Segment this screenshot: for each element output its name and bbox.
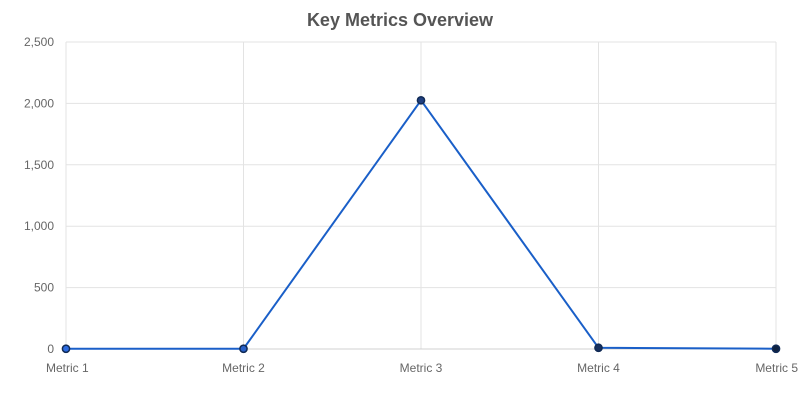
x-tick-label: Metric 3	[400, 361, 443, 375]
y-tick-label: 2,000	[24, 96, 54, 110]
x-tick-label: Metric 5	[755, 361, 798, 375]
data-point	[594, 343, 603, 353]
y-tick-label: 1,000	[24, 219, 54, 233]
data-points	[61, 95, 781, 354]
y-tick-label: 500	[34, 281, 54, 295]
x-tick-label: Metric 1	[46, 361, 89, 375]
x-tick-label: Metric 2	[222, 361, 265, 375]
data-point	[416, 95, 426, 105]
grid-lines	[65, 41, 777, 349]
y-tick-label: 0	[47, 342, 54, 356]
y-axis-tick-labels: 0 500 1,000 1,500 2,000 2,500	[24, 35, 54, 356]
x-axis-tick-labels: Metric 1 Metric 2 Metric 3 Metric 4 Metric 5	[46, 361, 798, 375]
data-point	[239, 344, 248, 354]
data-point	[61, 344, 71, 354]
y-tick-label: 1,500	[24, 158, 54, 172]
data-point	[771, 344, 781, 354]
x-tick-label: Metric 4	[577, 361, 620, 375]
y-tick-label: 2,500	[24, 35, 54, 49]
chart-title: Key Metrics Overview	[307, 10, 494, 30]
